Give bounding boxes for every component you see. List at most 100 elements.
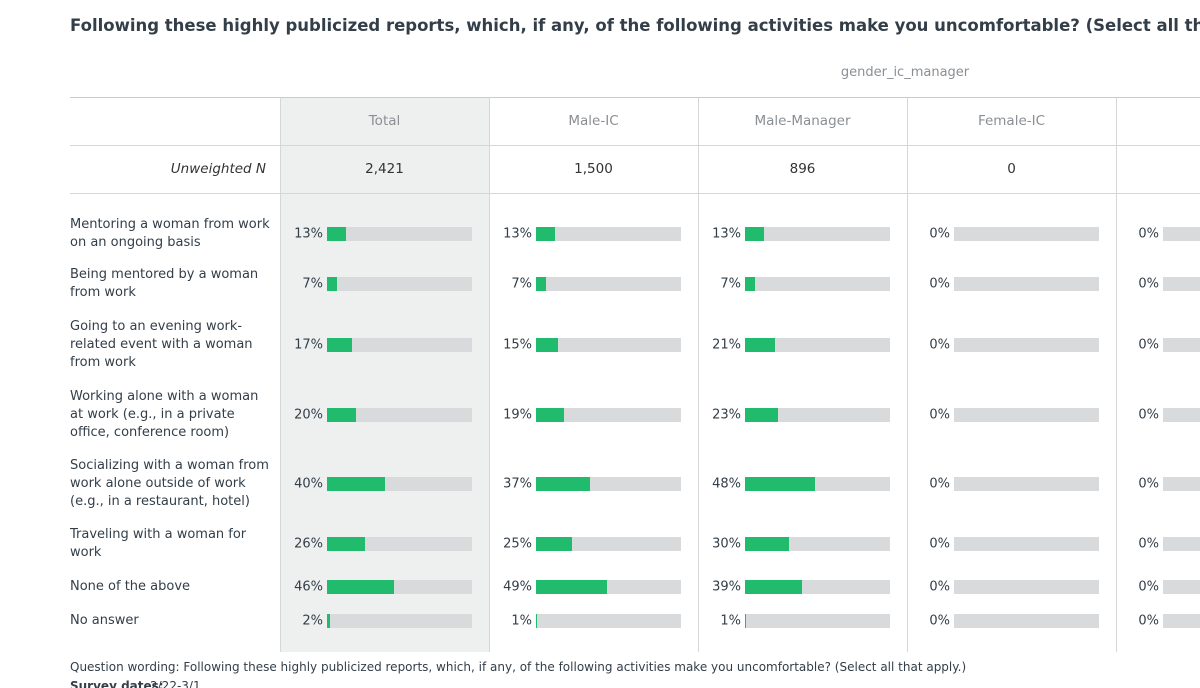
bar-track <box>1163 277 1200 291</box>
value-label: 13% <box>294 226 323 242</box>
bar-track <box>1163 477 1200 491</box>
value-label: 13% <box>712 226 741 242</box>
question-wording: Question wording: Following these highly… <box>70 660 967 674</box>
group-label: gender_ic_manager <box>840 65 970 80</box>
n-value: 896 <box>789 161 816 177</box>
row-label: Traveling with a woman for work <box>70 527 247 560</box>
bar <box>745 408 779 422</box>
bar-track <box>536 338 681 352</box>
value-label: 0% <box>929 276 950 292</box>
value-label: 0% <box>929 476 950 492</box>
bar <box>327 408 356 422</box>
bar-track <box>954 537 1099 551</box>
bar <box>745 227 764 241</box>
bar <box>536 477 590 491</box>
bar <box>327 477 385 491</box>
bar-track <box>745 614 890 628</box>
value-label: 1% <box>511 613 532 629</box>
bar <box>745 477 815 491</box>
bar-track <box>327 227 472 241</box>
bar-track <box>954 580 1099 594</box>
column-divider <box>907 97 908 652</box>
bar <box>327 277 338 291</box>
bar <box>745 614 747 628</box>
value-label: 21% <box>712 337 741 353</box>
title: Following these highly publicized report… <box>70 16 1200 35</box>
value-label: 7% <box>720 276 741 292</box>
bar-track <box>745 408 890 422</box>
n-value: 1,500 <box>574 161 613 177</box>
value-label: 37% <box>503 476 532 492</box>
bar-track <box>536 227 681 241</box>
value-label: 17% <box>294 337 323 353</box>
value-label: 0% <box>1138 476 1159 492</box>
value-label: 30% <box>712 536 741 552</box>
bar <box>327 537 365 551</box>
value-label: 0% <box>1138 337 1159 353</box>
row-divider <box>70 193 1200 194</box>
value-label: 20% <box>294 407 323 423</box>
bar <box>536 277 547 291</box>
row-divider <box>70 145 1200 146</box>
column-divider <box>698 97 699 652</box>
bar-track <box>327 338 472 352</box>
row-divider <box>70 97 1200 98</box>
bar-track <box>1163 614 1200 628</box>
bar <box>536 537 573 551</box>
bar <box>536 408 564 422</box>
bar-track <box>954 408 1099 422</box>
value-label: 0% <box>929 337 950 353</box>
row-label: None of the above <box>70 579 191 594</box>
bar-track <box>954 477 1099 491</box>
bar-track <box>1163 537 1200 551</box>
value-label: 0% <box>1138 579 1159 595</box>
bar-track <box>954 338 1099 352</box>
bar-track <box>536 537 681 551</box>
total-shade <box>280 97 489 652</box>
value-label: 19% <box>503 407 532 423</box>
bar-track <box>954 614 1099 628</box>
bar <box>745 338 776 352</box>
bar <box>327 614 330 628</box>
row-label: Being mentored by a woman from work <box>70 267 259 300</box>
bar <box>536 614 538 628</box>
bar-track <box>1163 338 1200 352</box>
row-label: No answer <box>70 613 139 628</box>
value-label: 0% <box>1138 613 1159 629</box>
n-value: 0 <box>1007 161 1016 177</box>
value-label: 0% <box>1138 536 1159 552</box>
bar-track <box>327 408 472 422</box>
row-label: Socializing with a woman from work alone… <box>70 458 269 509</box>
bar <box>327 338 352 352</box>
bar-track <box>1163 580 1200 594</box>
value-label: 0% <box>1138 226 1159 242</box>
dates-label: Survey dates: <box>70 679 164 688</box>
value-label: 1% <box>720 613 741 629</box>
column-header: Male-IC <box>568 113 619 129</box>
value-label: 15% <box>503 337 532 353</box>
row-label: Mentoring a woman from work on an ongoin… <box>70 217 270 250</box>
column-divider <box>280 97 281 652</box>
value-label: 0% <box>1138 407 1159 423</box>
dates: 2/22-3/1 <box>150 679 201 688</box>
value-label: 0% <box>1138 276 1159 292</box>
bar <box>536 338 558 352</box>
value-label: 39% <box>712 579 741 595</box>
bar-track <box>745 227 890 241</box>
bar <box>745 537 789 551</box>
value-label: 40% <box>294 476 323 492</box>
row-label: Working alone with a woman at work (e.g.… <box>70 389 259 440</box>
value-label: 0% <box>929 579 950 595</box>
column-header: Male-Manager <box>754 113 851 129</box>
row-label: Going to an evening work-related event w… <box>70 319 253 370</box>
value-label: 2% <box>302 613 323 629</box>
bar-track <box>745 338 890 352</box>
bar-track <box>954 227 1099 241</box>
value-label: 7% <box>511 276 532 292</box>
value-label: 46% <box>294 579 323 595</box>
value-label: 0% <box>929 226 950 242</box>
column-divider <box>489 97 490 652</box>
bar-track <box>536 614 681 628</box>
bar-track <box>954 277 1099 291</box>
value-label: 0% <box>929 613 950 629</box>
